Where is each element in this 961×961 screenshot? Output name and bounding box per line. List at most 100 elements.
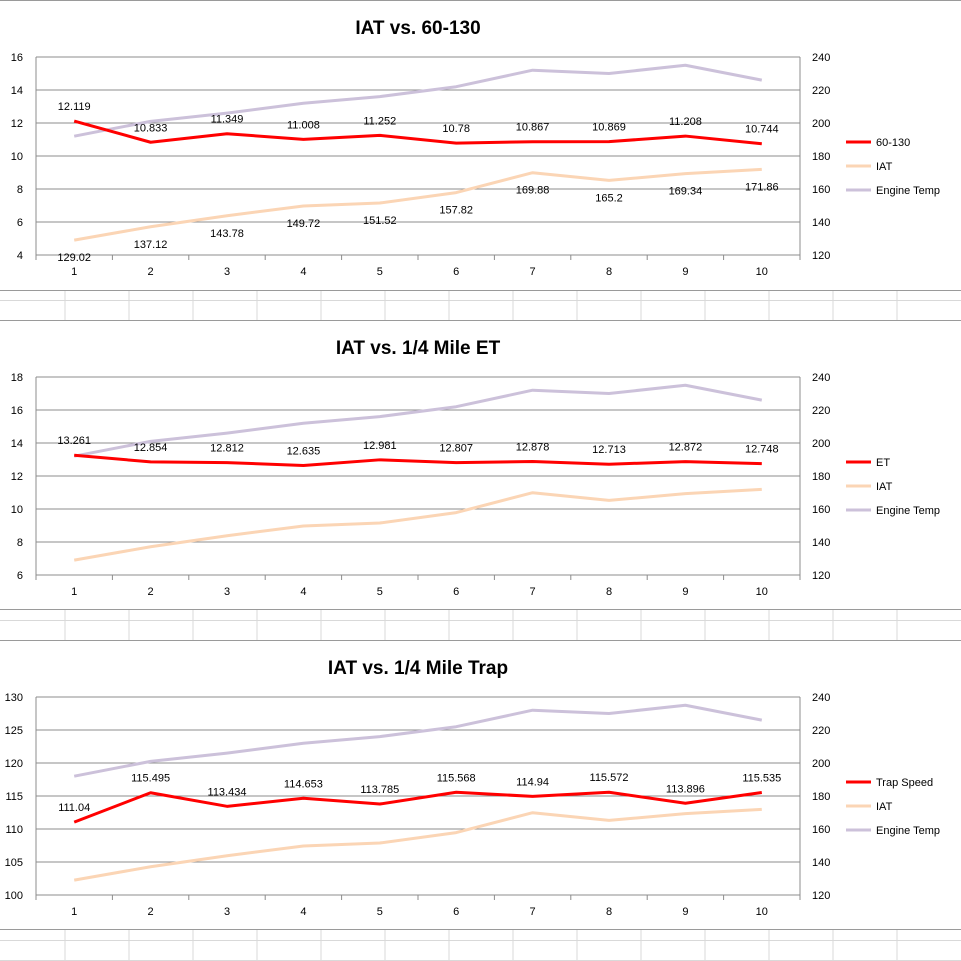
chart-panel-60-130[interactable]: IAT vs. 60-130 4 6 8 10 12 14 16 120 140 160 180 200… (0, 0, 961, 291)
y-right-tick-label: 240 (812, 372, 830, 384)
y-right-tick-label: 220 (812, 725, 830, 737)
legend-label: Trap Speed (876, 777, 933, 789)
y-left-tick-label: 10 (11, 151, 23, 163)
series-line-engine-temp (73, 63, 763, 138)
data-label: 111.04 (58, 802, 90, 814)
x-tick-label: 7 (530, 586, 536, 598)
y-left-tick-label: 125 (5, 725, 23, 737)
y-left-tick-label: 4 (17, 250, 23, 262)
y-right-tick-label: 240 (812, 52, 830, 64)
data-label: 171.86 (745, 181, 779, 193)
data-label: 11.349 (211, 114, 244, 126)
y-right-tick-label: 180 (812, 791, 830, 803)
y-left-tick-label: 8 (17, 184, 23, 196)
chart-title: IAT vs. 1/4 Mile Trap (328, 658, 508, 679)
y-left-tick-label: 16 (11, 52, 23, 64)
y-right-tick-label: 240 (812, 692, 830, 704)
data-label: 149.72 (287, 218, 321, 230)
data-label: 114.94 (516, 776, 549, 788)
y-right-tick-label: 140 (812, 217, 830, 229)
x-tick-label: 2 (148, 266, 154, 278)
legend-label: IAT (876, 481, 893, 493)
data-label: 10.78 (442, 123, 470, 135)
data-label: 165.2 (595, 192, 623, 204)
series-line-et (74, 453, 762, 468)
data-label: 169.88 (516, 185, 550, 197)
series-line-engine-temp (73, 383, 763, 458)
y-right-tick-label: 160 (812, 184, 830, 196)
y-left-tick-label: 12 (11, 471, 23, 483)
y-left-tick-label: 100 (5, 890, 23, 902)
legend-label: Engine Temp (876, 185, 940, 197)
data-label: 113.434 (208, 786, 247, 798)
x-tick-label: 6 (453, 586, 459, 598)
series-line-trap-speed (73, 790, 763, 824)
x-tick-label: 8 (606, 586, 612, 598)
x-tick-label: 8 (606, 266, 612, 278)
chart-60-130: IAT vs. 60-13046810121416120140160180200… (11, 18, 940, 278)
x-tick-label: 5 (377, 266, 383, 278)
y-right-tick-label: 120 (812, 890, 830, 902)
data-label: 115.495 (131, 773, 170, 785)
data-label: 12.981 (363, 440, 397, 452)
data-label: 11.008 (287, 119, 320, 131)
chart-panel-et[interactable]: IAT vs. 1/4 Mile ET 6 8 10 12 14 16 18 120 140 160… (0, 320, 961, 610)
x-tick-label: 6 (453, 266, 459, 278)
y-left-tick-label: 115 (5, 791, 23, 803)
data-label: 115.535 (742, 772, 781, 784)
x-tick-label: 3 (224, 586, 230, 598)
data-label: 12.807 (439, 443, 473, 455)
x-tick-label: 9 (682, 586, 688, 598)
data-label: 137.12 (134, 239, 168, 251)
y-left-tick-label: 105 (5, 857, 23, 869)
x-tick-label: 7 (530, 906, 536, 918)
series-line-engine-temp (73, 703, 763, 778)
data-label: 12.878 (516, 442, 550, 454)
y-right-tick-label: 120 (812, 250, 830, 262)
x-tick-label: 7 (530, 266, 536, 278)
x-tick-label: 5 (377, 906, 383, 918)
y-right-tick-label: 220 (812, 85, 830, 97)
data-label: 169.34 (669, 186, 703, 198)
x-tick-label: 10 (756, 586, 768, 598)
y-left-tick-label: 16 (11, 405, 23, 417)
data-label: 10.869 (592, 122, 626, 134)
x-tick-label: 1 (71, 586, 77, 598)
x-tick-label: 1 (71, 266, 77, 278)
x-tick-label: 3 (224, 906, 230, 918)
y-left-tick-label: 120 (5, 758, 23, 770)
y-left-tick-label: 12 (11, 118, 23, 130)
y-right-tick-label: 160 (812, 504, 830, 516)
y-left-tick-label: 6 (17, 217, 23, 229)
legend-label: Engine Temp (876, 825, 940, 837)
x-tick-label: 3 (224, 266, 230, 278)
x-tick-label: 1 (71, 906, 77, 918)
chart-panel-trap[interactable]: IAT vs. 1/4 Mile Trap 100 105 110 115 120 125 1… (0, 640, 961, 930)
data-label: 115.572 (590, 772, 629, 784)
data-label: 143.78 (210, 228, 244, 240)
legend-label: Engine Temp (876, 505, 940, 517)
data-label: 12.713 (592, 444, 626, 456)
y-right-tick-label: 140 (812, 857, 830, 869)
chart-title: IAT vs. 60-130 (355, 18, 480, 39)
data-label: 151.52 (363, 215, 397, 227)
x-tick-label: 2 (148, 586, 154, 598)
x-tick-label: 4 (300, 266, 306, 278)
chart-quarter-mile-et: IAT vs. 1/4 Mile ET681012141618120140160… (11, 338, 940, 598)
data-label: 12.119 (58, 101, 91, 113)
y-right-tick-label: 120 (812, 570, 830, 582)
series-line-60-130 (73, 119, 762, 146)
x-tick-label: 2 (148, 906, 154, 918)
data-label: 11.252 (363, 115, 396, 127)
y-left-tick-label: 10 (11, 504, 23, 516)
data-label: 113.896 (666, 783, 705, 795)
data-label: 10.744 (745, 124, 779, 136)
data-label: 10.867 (516, 122, 550, 134)
x-tick-label: 10 (756, 906, 768, 918)
y-right-tick-label: 140 (812, 537, 830, 549)
y-right-tick-label: 200 (812, 758, 830, 770)
series-line-iat (73, 167, 762, 242)
y-left-tick-label: 14 (11, 438, 23, 450)
y-left-tick-label: 18 (11, 372, 23, 384)
data-label: 12.635 (287, 446, 321, 458)
